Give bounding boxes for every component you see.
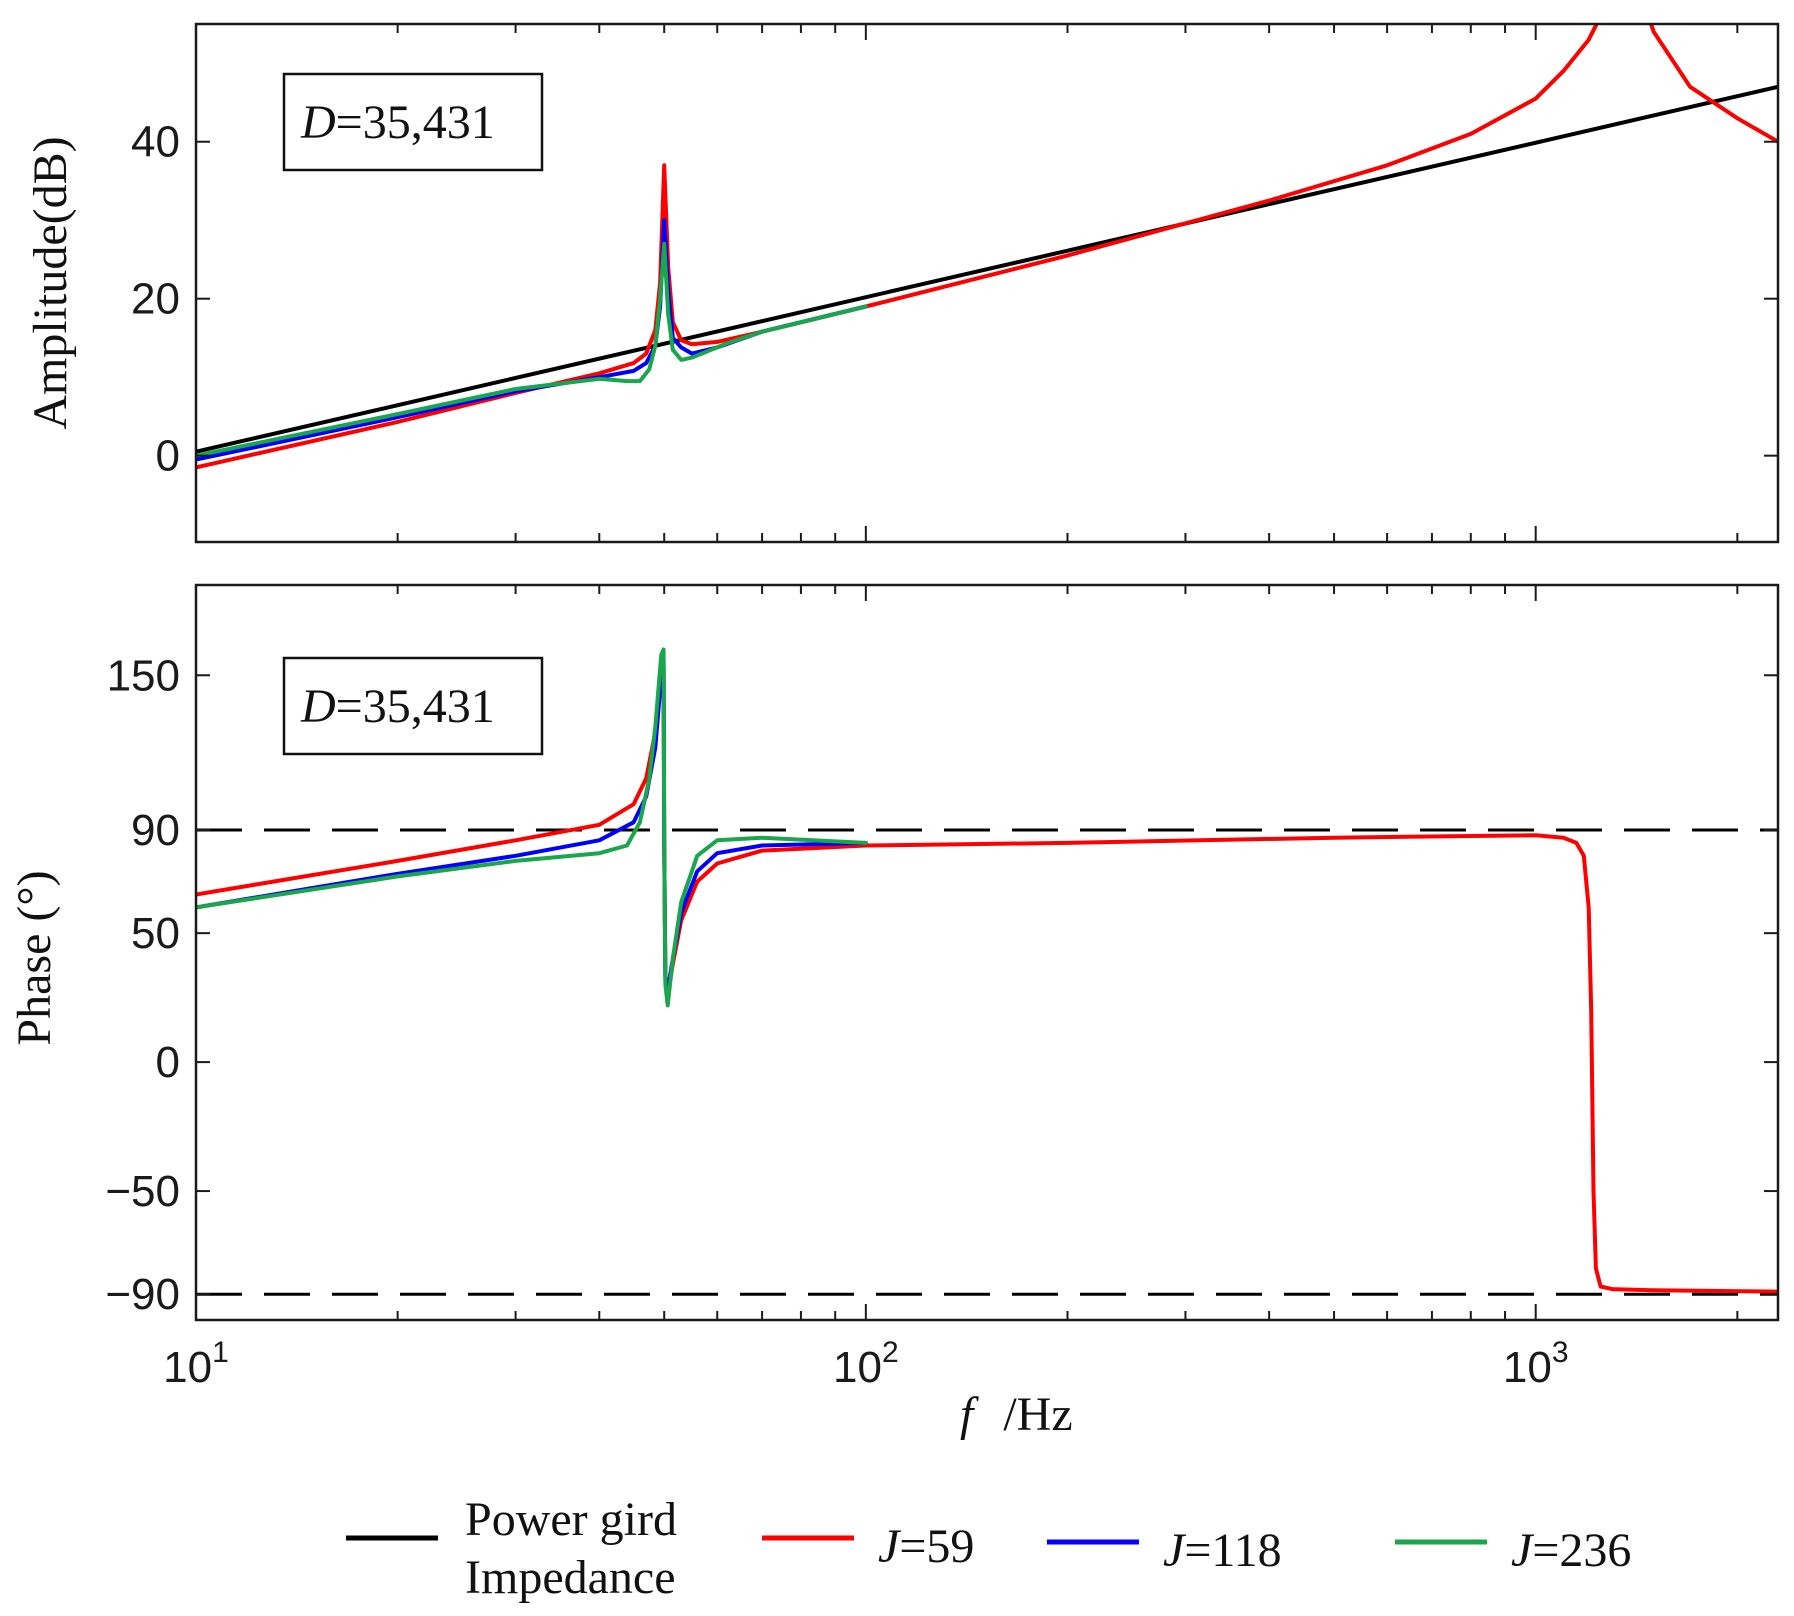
amplitude-series-j-59: [196, 24, 1778, 470]
amplitude-y-tick-label: 0: [156, 432, 180, 481]
amplitude-annotation-box: D=35,431: [282, 72, 544, 172]
phase-panel: −90 −50 0 50 90 150 101 102 103 Phase (°) D=35,…: [8, 583, 1780, 1441]
phase-annotation-value: =35,431: [336, 680, 495, 733]
phase-series-j-236: [196, 647, 868, 1008]
phase-y-tick-label: 90: [131, 806, 180, 855]
x-axis-title: f/Hz: [960, 1388, 1073, 1441]
legend-value-j118: =118: [1184, 1524, 1281, 1577]
legend-label-power-grid-1: Power gird: [465, 1493, 677, 1546]
svg-text:D=35,431: D=35,431: [300, 680, 495, 733]
amplitude-annotation-var: D: [300, 96, 336, 149]
phase-y-tick-label: −90: [105, 1270, 180, 1319]
legend-item-j118: J=118: [1047, 1524, 1282, 1577]
amplitude-y-tick-label: 20: [131, 275, 180, 324]
phase-annotation-box: D=35,431: [282, 656, 544, 756]
phase-axes-frame: [194, 583, 1780, 1322]
x-tick-label: 101: [163, 1336, 229, 1392]
amplitude-plot-area: [196, 24, 1778, 470]
amplitude-axes-frame: [194, 22, 1780, 544]
svg-text:J=59: J=59: [878, 1520, 974, 1573]
amplitude-series-j-236: [196, 241, 868, 458]
amplitude-series-power-gird-impedance: [196, 84, 1778, 454]
legend-item-power-grid: Power gird Impedance: [346, 1493, 677, 1604]
phase-y-tick-label: 50: [131, 909, 180, 958]
legend-label-power-grid-2: Impedance: [465, 1551, 676, 1604]
svg-text:D=35,431: D=35,431: [300, 96, 495, 149]
amplitude-y-tick-label: 40: [131, 118, 180, 167]
amplitude-panel: 0 20 40 Amplitude(dB) D=35,431: [24, 22, 1780, 544]
legend-var-j59: J: [878, 1520, 902, 1573]
amplitude-annotation-value: =35,431: [336, 96, 495, 149]
x-tick-label: 102: [833, 1336, 899, 1392]
amplitude-series-j-118: [196, 218, 868, 462]
legend-value-j59: =59: [899, 1520, 974, 1573]
legend-var-j118: J: [1163, 1524, 1187, 1577]
amplitude-axis-title: Amplitude(dB): [24, 136, 77, 429]
phase-y-tick-label: −50: [105, 1167, 180, 1216]
legend-var-j236: J: [1511, 1524, 1535, 1577]
svg-text:J=118: J=118: [1163, 1524, 1282, 1577]
phase-annotation-var: D: [300, 680, 336, 733]
legend-item-j236: J=236: [1395, 1524, 1631, 1577]
phase-plot-area: [196, 647, 1778, 1296]
phase-y-tick-label: 150: [107, 651, 180, 700]
legend-value-j236: =236: [1532, 1524, 1631, 1577]
x-tick-label: 103: [1503, 1336, 1569, 1392]
phase-y-tick-label: 0: [156, 1038, 180, 1087]
legend-item-j59: J=59: [762, 1520, 974, 1573]
legend: Power gird Impedance J=59 J=118 J=236: [346, 1493, 1631, 1604]
phase-axis-title: Phase (°): [8, 870, 61, 1045]
phase-series-j-59: [196, 665, 1778, 1294]
svg-text:J=236: J=236: [1511, 1524, 1631, 1577]
